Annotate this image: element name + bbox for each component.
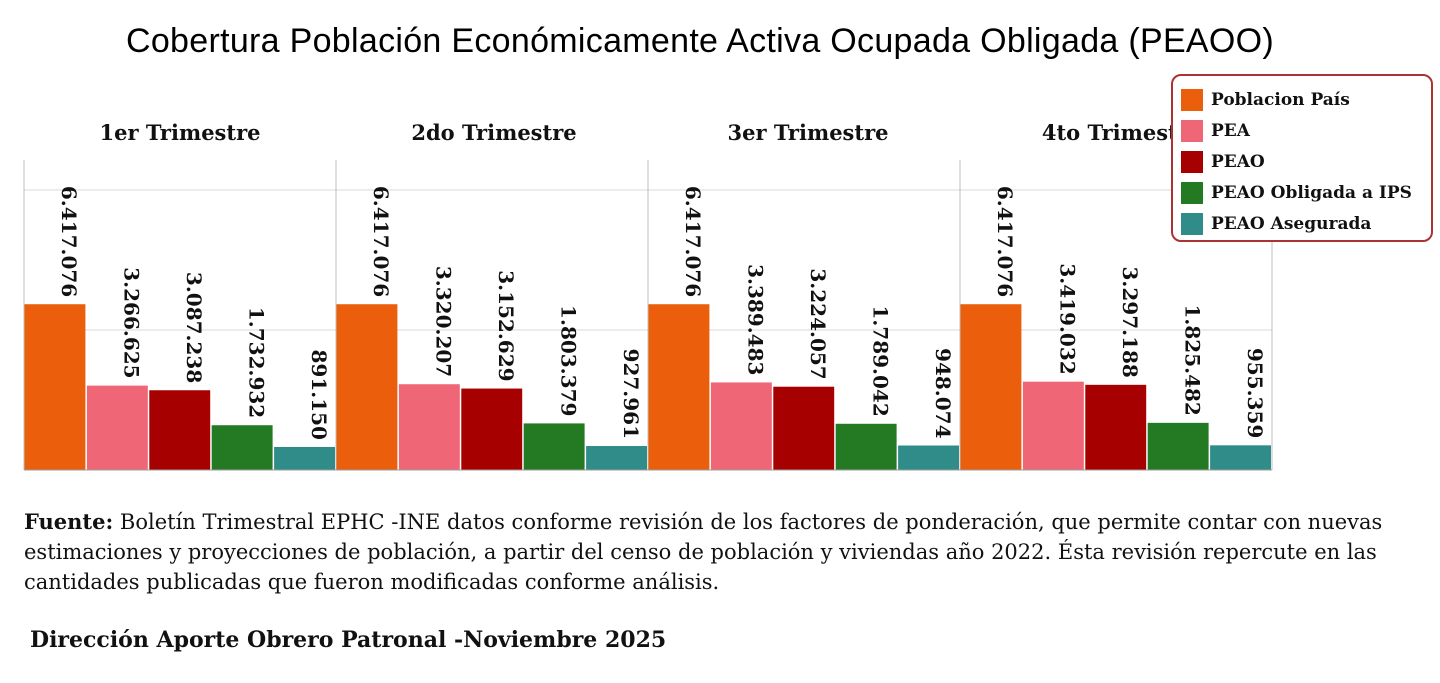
bar bbox=[461, 388, 523, 470]
credit-line: Dirección Aporte Obrero Patronal -Noviem… bbox=[30, 627, 667, 653]
bar bbox=[960, 304, 1022, 470]
bar bbox=[24, 304, 86, 470]
bar bbox=[898, 445, 959, 470]
bar bbox=[835, 423, 897, 470]
legend-item: PEAO Asegurada bbox=[1181, 208, 1431, 239]
data-label: 948.074 bbox=[931, 348, 955, 439]
data-label: 1.825.482 bbox=[1180, 304, 1204, 415]
data-label: 6.417.076 bbox=[369, 186, 393, 297]
panel-title: 3er Trimestre bbox=[727, 120, 888, 145]
data-label: 3.152.629 bbox=[494, 270, 518, 381]
legend-item: PEAO Obligada a IPS bbox=[1181, 177, 1431, 208]
bar bbox=[274, 446, 335, 470]
bar bbox=[1085, 384, 1147, 470]
bar bbox=[211, 425, 273, 470]
data-label: 6.417.076 bbox=[993, 186, 1017, 297]
panel-title: 2do Trimestre bbox=[411, 120, 576, 145]
data-label: 1.789.042 bbox=[868, 305, 892, 416]
legend-label: PEA bbox=[1211, 120, 1250, 141]
bar bbox=[1022, 381, 1084, 470]
data-label: 955.359 bbox=[1243, 348, 1267, 438]
data-label: 6.417.076 bbox=[57, 186, 81, 297]
bar bbox=[1147, 422, 1209, 470]
bar-chart: 1er Trimestre 2do Trimestre 3er Trimestre 4… bbox=[23, 120, 1273, 471]
legend-swatch bbox=[1181, 88, 1203, 111]
data-label: 3.297.188 bbox=[1118, 266, 1142, 377]
data-label: 3.320.207 bbox=[432, 266, 456, 377]
bar bbox=[773, 386, 835, 470]
panel-title: 1er Trimestre bbox=[99, 120, 260, 145]
legend-label: PEAO Obligada a IPS bbox=[1211, 182, 1412, 203]
legend-item: PEAO bbox=[1181, 146, 1431, 177]
legend-swatch bbox=[1181, 119, 1203, 142]
data-label: 3.389.483 bbox=[744, 264, 768, 375]
chart-title: Cobertura Población Económicamente Activ… bbox=[125, 22, 1275, 60]
legend: Poblacion País PEA PEAO PEAO Obligada a IPS… bbox=[1171, 74, 1433, 242]
bar bbox=[586, 446, 647, 470]
data-label: 927.961 bbox=[619, 349, 643, 439]
legend-label: PEAO Asegurada bbox=[1211, 213, 1372, 234]
bar bbox=[336, 304, 398, 470]
bar bbox=[1210, 445, 1271, 470]
legend-swatch bbox=[1181, 181, 1203, 204]
data-label: 3.266.625 bbox=[120, 267, 144, 378]
bar bbox=[86, 385, 148, 470]
legend-item: Poblacion País bbox=[1181, 84, 1431, 115]
legend-label: Poblacion País bbox=[1211, 89, 1350, 110]
data-label: 891.150 bbox=[307, 350, 331, 440]
footnote-source-label: Fuente: bbox=[24, 509, 114, 534]
legend-item: PEA bbox=[1181, 115, 1431, 146]
footnote: Fuente: Boletín Trimestral EPHC -INE dat… bbox=[24, 507, 1429, 597]
legend-swatch bbox=[1181, 212, 1203, 235]
data-label: 3.224.057 bbox=[806, 268, 830, 379]
footnote-text: Boletín Trimestral EPHC -INE datos confo… bbox=[24, 510, 1383, 594]
data-label: 3.419.032 bbox=[1056, 263, 1080, 374]
data-label: 1.732.932 bbox=[244, 307, 268, 418]
bar bbox=[149, 390, 211, 470]
bar bbox=[523, 423, 585, 470]
data-label: 1.803.379 bbox=[556, 305, 580, 416]
legend-label: PEAO bbox=[1211, 151, 1265, 172]
bar bbox=[710, 382, 772, 470]
bar bbox=[398, 384, 460, 470]
data-label: 6.417.076 bbox=[681, 186, 705, 297]
bar bbox=[648, 304, 710, 470]
legend-swatch bbox=[1181, 150, 1203, 173]
data-label: 3.087.238 bbox=[182, 272, 206, 383]
